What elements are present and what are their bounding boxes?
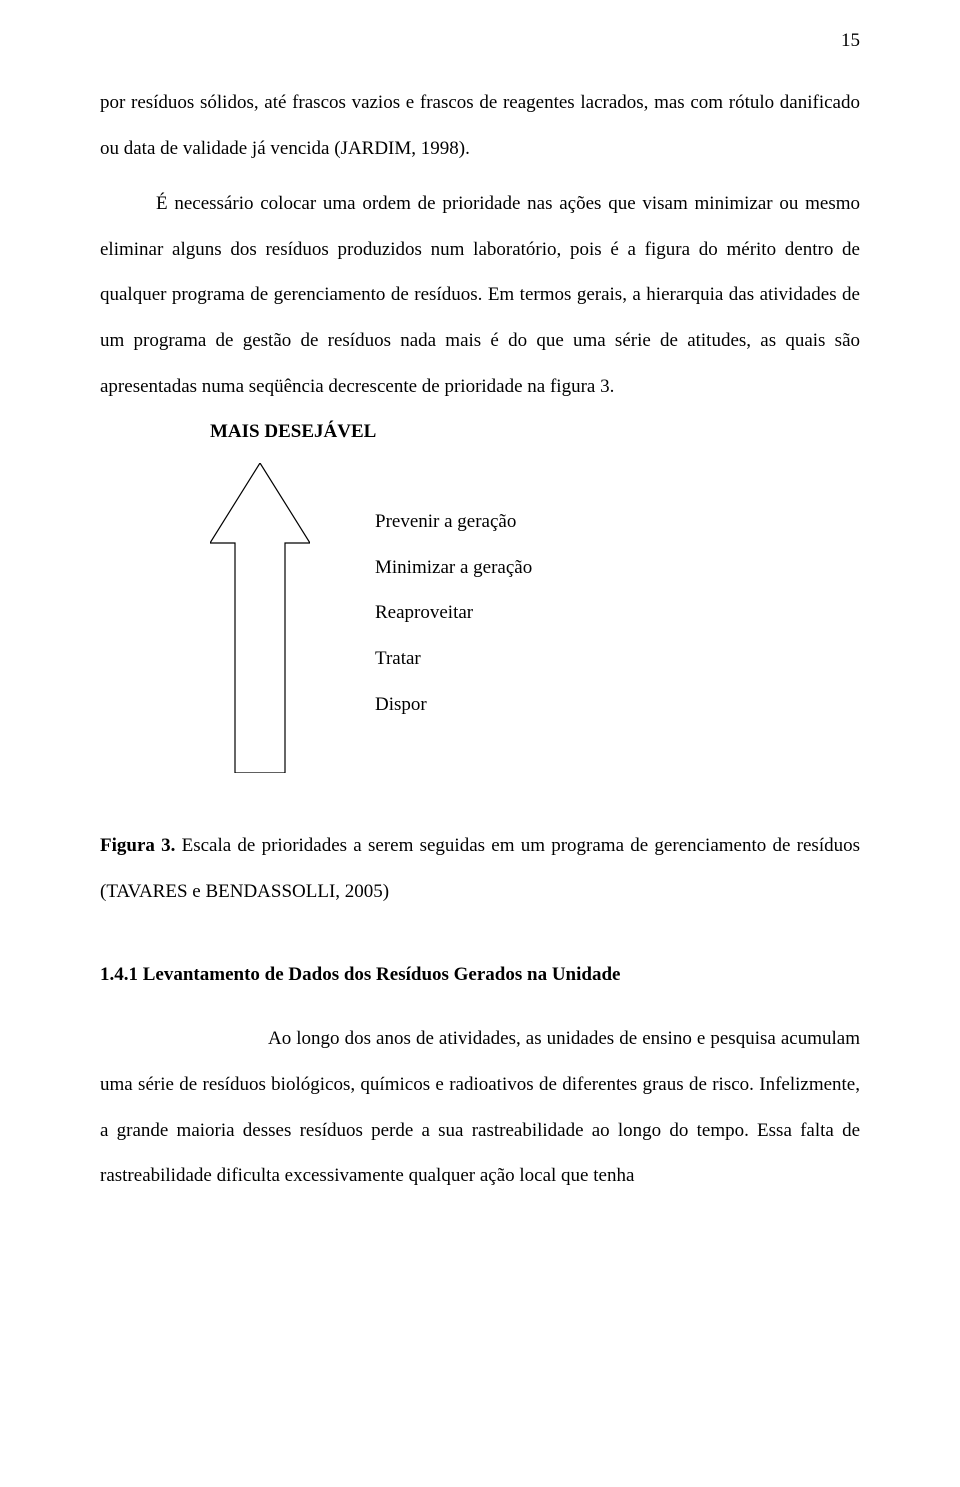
up-arrow-icon (210, 463, 310, 773)
document-page: 15 por resíduos sólidos, até frascos vaz… (0, 0, 960, 1239)
priority-item: Dispor (375, 682, 532, 728)
diagram-top-label: MAIS DESEJÁVEL (210, 421, 860, 443)
priority-item: Prevenir a geração (375, 499, 532, 545)
priority-item: Reaproveitar (375, 590, 532, 636)
priority-item: Tratar (375, 636, 532, 682)
arrow-container (210, 463, 320, 773)
paragraph-2: É necessário colocar uma ordem de priori… (100, 181, 860, 409)
section-heading: 1.4.1 Levantamento de Dados dos Resíduos… (100, 964, 860, 986)
figure-caption-label: Figura 3. (100, 835, 175, 856)
priority-list: Prevenir a geração Minimizar a geração R… (375, 463, 532, 727)
paragraph-3: Ao longo dos anos de atividades, as unid… (100, 1016, 860, 1198)
priority-diagram: Prevenir a geração Minimizar a geração R… (100, 463, 860, 773)
figure-caption: Figura 3. Escala de prioridades a serem … (100, 823, 860, 914)
page-number: 15 (100, 30, 860, 52)
priority-item: Minimizar a geração (375, 545, 532, 591)
figure-caption-text: Escala de prioridades a serem seguidas e… (100, 835, 860, 902)
paragraph-1: por resíduos sólidos, até frascos vazios… (100, 80, 860, 171)
